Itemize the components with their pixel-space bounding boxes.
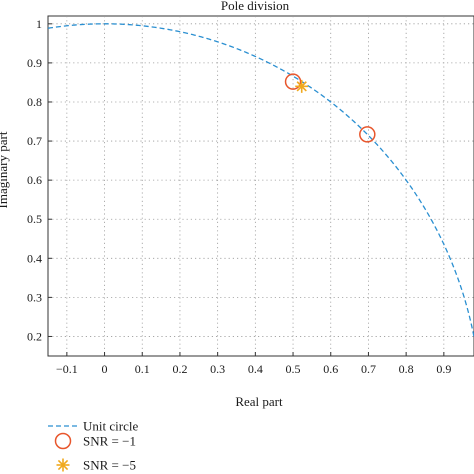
y-tick-label: 1 [36, 17, 42, 31]
x-tick-label: 0.9 [436, 362, 451, 376]
legend-label: Unit circle [83, 419, 138, 434]
y-axis-label: Imaginary part [0, 131, 10, 208]
axis-ticks: −0.1 0 0.1 0.2 0.3 0.4 0.5 0.6 0.7 0.8 0.9 0.2 0.3 0.… [27, 17, 451, 376]
x-tick-label: 0.5 [286, 362, 301, 376]
y-tick-label: 0.2 [27, 329, 42, 343]
legend-label: SNR = −5 [83, 458, 136, 473]
x-tick-label: 0.4 [248, 362, 263, 376]
x-tick-label: 0.1 [135, 362, 150, 376]
y-tick-label: 0.5 [27, 212, 42, 226]
x-tick-label: 0.6 [323, 362, 338, 376]
legend-swatch-snr-minus-5 [56, 458, 70, 472]
x-tick-label: 0.7 [361, 362, 376, 376]
data-series [47, 23, 474, 337]
y-tick-label: 0.3 [27, 290, 42, 304]
x-tick-label: −0.1 [56, 362, 78, 376]
x-tick-label: 0.3 [210, 362, 225, 376]
chart-title: Pole division [221, 0, 290, 13]
legend-swatch-snr-minus-1 [54, 432, 72, 450]
x-axis-label: Real part [235, 394, 283, 409]
snr-minus-1-point [359, 126, 376, 143]
x-tick-label: 0.2 [172, 362, 187, 376]
plot-frame [47, 15, 474, 357]
y-tick-label: 0.6 [27, 173, 42, 187]
unit-circle-curve [47, 23, 474, 337]
y-tick-label: 0.4 [27, 251, 42, 265]
legend-label: SNR = −1 [83, 434, 136, 449]
y-tick-label: 0.8 [27, 95, 42, 109]
x-tick-label: 0 [102, 362, 108, 376]
y-tick-label: 0.7 [27, 134, 42, 148]
y-tick-label: 0.9 [27, 56, 42, 70]
x-tick-label: 0.8 [399, 362, 414, 376]
snr-minus-1-point [284, 73, 302, 90]
snr-minus-5-point [295, 79, 309, 93]
